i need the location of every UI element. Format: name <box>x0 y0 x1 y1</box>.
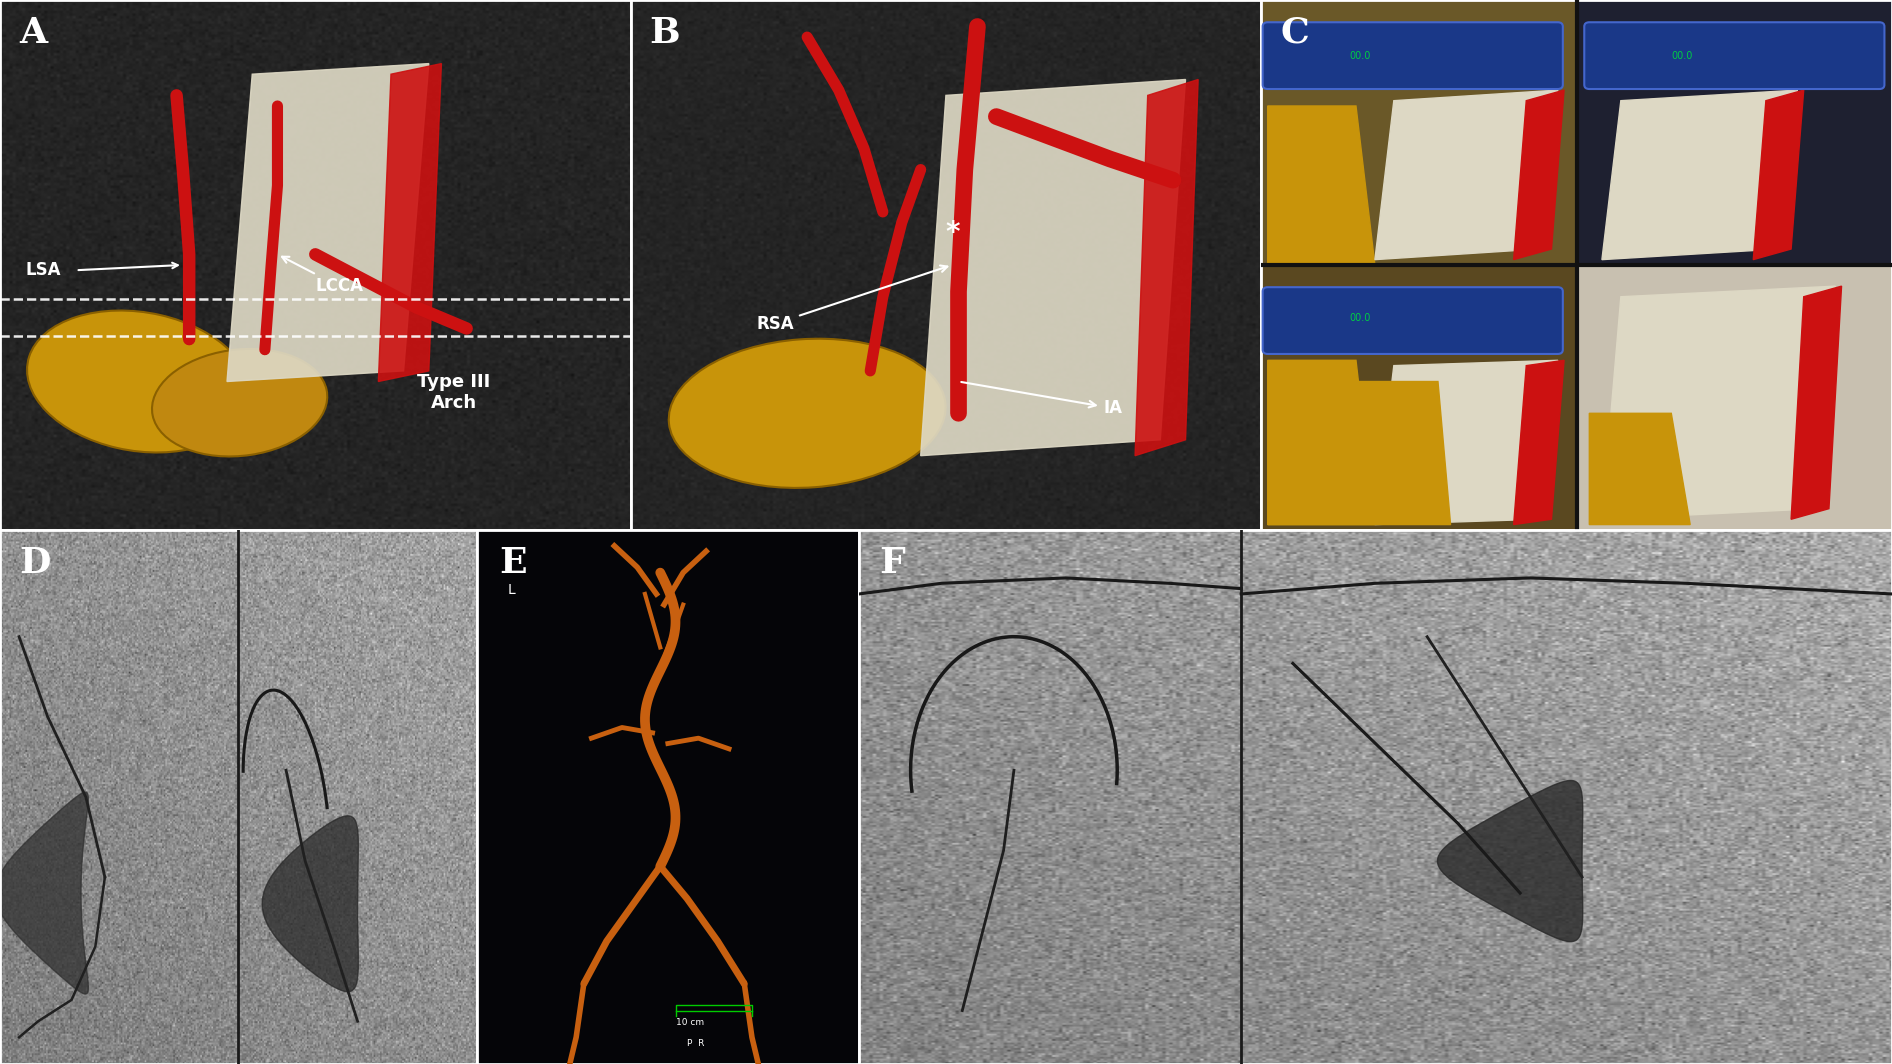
Ellipse shape <box>26 311 250 452</box>
Polygon shape <box>1603 90 1797 260</box>
Ellipse shape <box>668 338 946 488</box>
Polygon shape <box>1438 781 1584 942</box>
Polygon shape <box>1268 361 1375 525</box>
Polygon shape <box>1375 361 1557 525</box>
Text: 00.0: 00.0 <box>1671 51 1693 61</box>
Polygon shape <box>1589 270 1879 525</box>
Polygon shape <box>1754 90 1803 260</box>
Polygon shape <box>1375 90 1557 260</box>
FancyBboxPatch shape <box>1262 287 1563 354</box>
Text: E: E <box>499 546 528 580</box>
Polygon shape <box>1262 265 1576 530</box>
Text: 10 cm: 10 cm <box>675 1017 704 1027</box>
Ellipse shape <box>151 349 327 456</box>
Text: Type III
Arch: Type III Arch <box>418 372 490 412</box>
Polygon shape <box>1268 382 1451 525</box>
Polygon shape <box>1514 90 1565 260</box>
Polygon shape <box>227 64 429 382</box>
Text: 00.0: 00.0 <box>1349 51 1372 61</box>
Text: RSA: RSA <box>757 266 948 333</box>
Text: D: D <box>19 546 51 580</box>
Polygon shape <box>1576 265 1892 530</box>
Polygon shape <box>0 793 89 994</box>
Text: P  R: P R <box>687 1038 704 1048</box>
Polygon shape <box>1576 0 1892 265</box>
Polygon shape <box>1603 286 1835 519</box>
Text: LSA: LSA <box>25 262 61 279</box>
Text: 00.0: 00.0 <box>1349 313 1372 322</box>
Text: A: A <box>19 16 47 50</box>
Polygon shape <box>263 816 358 992</box>
Polygon shape <box>1589 413 1690 525</box>
Text: F: F <box>880 546 906 580</box>
Polygon shape <box>1514 361 1565 525</box>
Polygon shape <box>378 64 441 382</box>
Polygon shape <box>1262 0 1576 265</box>
Polygon shape <box>1792 286 1841 519</box>
Polygon shape <box>1135 80 1198 455</box>
Text: L: L <box>507 583 515 597</box>
FancyBboxPatch shape <box>1262 22 1563 89</box>
Text: LCCA: LCCA <box>282 256 363 296</box>
Polygon shape <box>921 80 1186 455</box>
Text: *: * <box>944 219 959 247</box>
Polygon shape <box>1268 106 1375 265</box>
FancyBboxPatch shape <box>1584 22 1884 89</box>
Text: IA: IA <box>961 382 1122 417</box>
Text: C: C <box>1281 16 1309 50</box>
Text: B: B <box>649 16 679 50</box>
